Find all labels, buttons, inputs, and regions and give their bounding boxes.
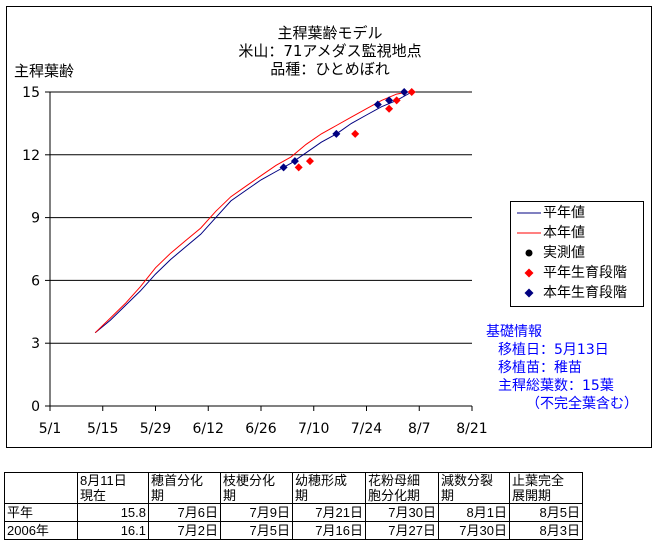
- table-cell: 8月3日: [509, 521, 583, 540]
- table-header-cell: 穂首分化 期: [148, 472, 221, 504]
- info-seedling-type: 移植苗：稚苗: [498, 360, 582, 376]
- series-line: [94, 91, 408, 334]
- x-tick-label: 5/1: [39, 421, 62, 437]
- x-tick-label: 5/15: [87, 421, 118, 437]
- y-tick-label: 6: [31, 273, 40, 289]
- axes: [45, 91, 473, 411]
- x-tick-label: 7/24: [351, 421, 383, 437]
- table-header-row: 8月11日 現在 穂首分化 期 枝梗分化 期 幼穂形成 期 花粉母細 胞分化期 …: [4, 472, 583, 504]
- table-header-cell: 減数分裂 期: [438, 472, 510, 504]
- y-tick-label: 9: [31, 211, 40, 227]
- table-row: 2006年 16.1 7月2日 7月5日 7月16日 7月27日 7月30日 8…: [4, 521, 583, 540]
- header-text: 花粉母細 胞分化期: [368, 473, 421, 503]
- chart-title-line-3: 品種：ひとめぼれ: [270, 60, 390, 78]
- x-tick-label: 6/26: [245, 421, 277, 437]
- grid-lines: [50, 91, 472, 344]
- table-header-cell: 幼穂形成 期: [292, 472, 366, 504]
- chart-title-line-2: 米山：71アメダス監視地点: [238, 42, 422, 60]
- table-header-cell: 8月11日 現在: [77, 472, 149, 504]
- growth-stage-table: 8月11日 現在 穂首分化 期 枝梗分化 期 幼穂形成 期 花粉母細 胞分化期 …: [4, 472, 583, 540]
- stage-marker: [294, 163, 303, 172]
- table-cell: 7月5日: [220, 521, 293, 540]
- legend-label: 実測値: [543, 245, 585, 261]
- table-cell: 15.8: [77, 503, 149, 522]
- chart-legend: 平年値 本年値 実測値 平年生育段階 本年生育段階: [510, 201, 644, 307]
- stage-marker: [279, 163, 288, 172]
- header-text: 穂首分化 期: [151, 473, 204, 503]
- info-heading: 基礎情報: [486, 324, 542, 340]
- table-cell: 7月30日: [438, 521, 510, 540]
- legend-label: 平年値: [543, 205, 585, 221]
- table-cell: 16.1: [77, 521, 149, 540]
- x-tick-label: 7/10: [298, 421, 329, 437]
- legend-line-swatch: [517, 232, 541, 234]
- stage-marker: [407, 88, 416, 96]
- stage-marker: [400, 88, 409, 96]
- header-text: 幼穂形成 期: [295, 473, 348, 503]
- chart-title-line-1: 主稈葉齢モデル: [277, 24, 383, 42]
- header-text: 枝梗分化 期: [223, 473, 276, 503]
- row-label: 平年: [4, 503, 78, 522]
- table-cell: 7月30日: [365, 503, 439, 522]
- header-text: 8月11日 現在: [80, 473, 127, 503]
- stage-marker: [373, 100, 382, 109]
- stage-marker: [290, 157, 299, 166]
- legend-diamond-swatch: [524, 268, 534, 278]
- info-transplant-date: 移植日：5月13日: [498, 342, 609, 358]
- stage-marker: [305, 157, 314, 166]
- y-tick-label: 12: [22, 148, 40, 164]
- info-total-leaves: 主稈総葉数：15葉: [498, 378, 614, 394]
- line-chart: 0 3 6 9 12 15 5/1 5/15 5/29 6/12 6/26 7/10 7/24 8/7 8/…: [22, 85, 488, 437]
- y-tick-label: 0: [31, 399, 40, 415]
- tick-labels: 0 3 6 9 12 15 5/1 5/15 5/29 6/12 6/26 7/10 7/24 8/7 8/…: [22, 85, 488, 437]
- row-label: 2006年: [4, 521, 78, 540]
- header-text: 止葉完全 展開期: [512, 473, 565, 503]
- series-markers: [279, 88, 416, 172]
- stage-marker: [392, 96, 401, 105]
- series-line: [94, 91, 412, 334]
- header-text: 減数分裂 期: [441, 473, 494, 503]
- table-cell: 7月9日: [220, 503, 293, 522]
- y-tick-label: 3: [31, 336, 40, 352]
- info-note: （不完全葉含む）: [526, 396, 638, 412]
- table-header-cell: 花粉母細 胞分化期: [365, 472, 439, 504]
- stage-marker: [385, 96, 394, 105]
- table-header-cell: 枝梗分化 期: [220, 472, 293, 504]
- x-tick-label: 6/12: [193, 421, 224, 437]
- table-cell: 7月21日: [292, 503, 366, 522]
- x-tick-label: 5/29: [140, 421, 171, 437]
- table-cell: 7月6日: [148, 503, 221, 522]
- table-cell: 8月1日: [438, 503, 510, 522]
- legend-circle-swatch: [525, 249, 533, 257]
- stage-marker: [332, 129, 341, 138]
- legend-label: 本年生育段階: [543, 285, 627, 301]
- y-tick-label: 15: [22, 85, 40, 101]
- table-cell: 8月5日: [509, 503, 583, 522]
- y-axis-label: 主稈葉齢: [14, 62, 75, 80]
- x-tick-label: 8/7: [408, 421, 431, 437]
- table-row: 平年 15.8 7月6日 7月9日 7月21日 7月30日 8月1日 8月5日: [4, 503, 583, 522]
- table-cell: 7月16日: [292, 521, 366, 540]
- legend-label: 本年値: [543, 225, 585, 241]
- table-cell: 7月2日: [148, 521, 221, 540]
- legend-label: 平年生育段階: [543, 265, 627, 281]
- table-cell: 7月27日: [365, 521, 439, 540]
- legend-diamond-swatch: [524, 288, 534, 298]
- table-corner-cell: [4, 472, 78, 504]
- x-tick-label: 8/21: [456, 421, 487, 437]
- table-header-cell: 止葉完全 展開期: [509, 472, 583, 504]
- series-lines: [94, 91, 412, 334]
- legend-line-swatch: [517, 212, 541, 214]
- stage-marker: [351, 129, 360, 138]
- stage-marker: [385, 104, 394, 113]
